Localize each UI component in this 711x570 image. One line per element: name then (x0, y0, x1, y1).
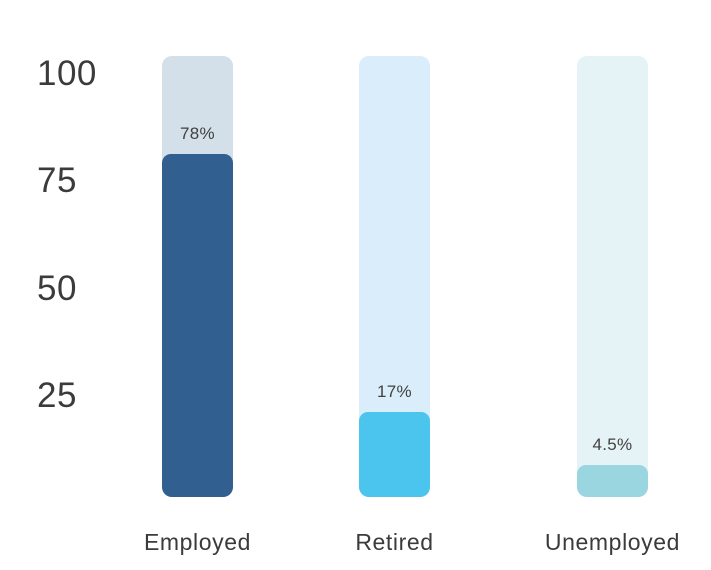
y-tick-label: 25 (37, 375, 77, 415)
bar-fill (359, 412, 430, 497)
bar-value-label: 78% (180, 123, 215, 143)
bar-column-unemployed: 4.5% Unemployed (545, 56, 679, 555)
bar-fill (162, 153, 233, 497)
y-axis: 100 75 50 25 (0, 0, 130, 570)
y-tick-label: 75 (37, 161, 77, 201)
bar-category-label: Retired (355, 529, 434, 555)
bar-column-retired: 17% Retired (355, 56, 433, 555)
bar-category-label: Employed (143, 529, 252, 555)
bar-value-label: 4.5% (592, 435, 633, 455)
bar-fill (577, 465, 648, 497)
y-tick-label: 50 (37, 268, 77, 308)
bar-category-label: Unemployed (544, 529, 681, 555)
bar-column-employed: 78% Employed (144, 56, 250, 555)
bar-value-label: 17% (377, 382, 412, 402)
bar-track (577, 56, 648, 497)
y-tick-label: 100 (37, 54, 97, 93)
